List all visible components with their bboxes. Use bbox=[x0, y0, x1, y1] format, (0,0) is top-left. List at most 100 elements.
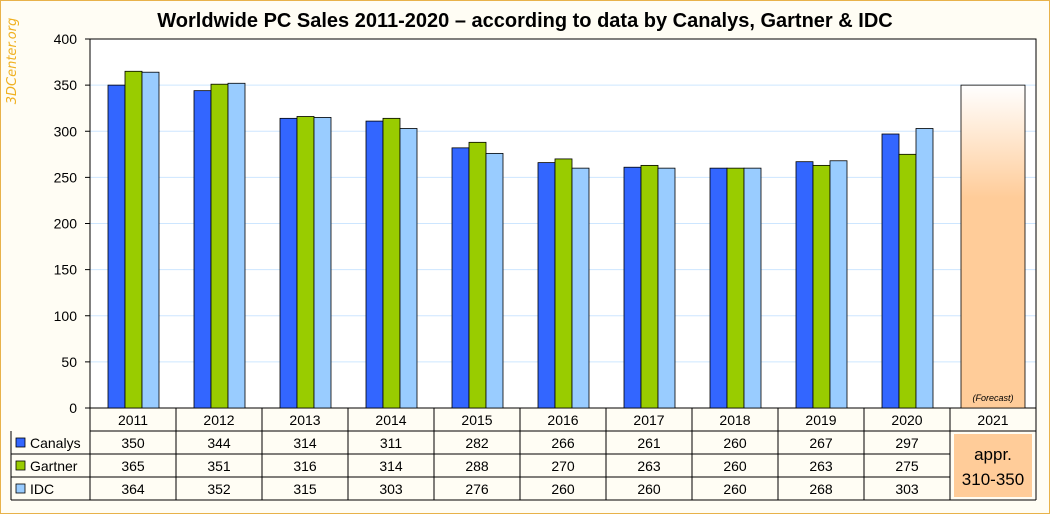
bar-gartner bbox=[296, 116, 315, 409]
data-label-idc: 276 bbox=[465, 481, 489, 497]
bar-gartner bbox=[726, 167, 745, 409]
data-label-canalys: 267 bbox=[809, 435, 833, 451]
data-label-idc: 352 bbox=[207, 481, 231, 497]
y-tick-label: 250 bbox=[54, 169, 78, 185]
data-label-canalys: 314 bbox=[293, 435, 317, 451]
bar-forecast bbox=[960, 84, 1026, 409]
data-label-canalys: 261 bbox=[637, 435, 661, 451]
bar-idc bbox=[399, 128, 418, 409]
data-label-gartner: 314 bbox=[379, 458, 403, 474]
y-tick-label: 0 bbox=[69, 400, 77, 416]
chart-notes: Canalys & IDC with Chromebooks, Gartner … bbox=[677, 43, 1035, 71]
watermark-text: 3DCenter.org bbox=[5, 17, 20, 105]
note-line-2: all numbers: million pieces sold bbox=[861, 57, 1035, 70]
data-label-canalys: 311 bbox=[380, 435, 403, 451]
data-label-canalys: 266 bbox=[551, 435, 575, 451]
bar-idc bbox=[141, 71, 160, 409]
bar-gartner bbox=[124, 70, 143, 409]
data-label-idc: 268 bbox=[809, 481, 833, 497]
x-tick-label: 2019 bbox=[805, 412, 836, 428]
bar-canalys bbox=[537, 162, 556, 409]
bar-idc bbox=[227, 82, 246, 409]
x-tick-label: 2020 bbox=[891, 412, 922, 428]
bar-gartner bbox=[812, 164, 831, 409]
legend-swatch-gartner bbox=[15, 460, 26, 471]
x-tick-label: 2011 bbox=[118, 412, 148, 428]
x-tick-label: 2017 bbox=[633, 412, 664, 428]
y-tick-label: 350 bbox=[54, 77, 78, 93]
forecast-cell-text: 310-350 bbox=[962, 470, 1024, 489]
bar-canalys bbox=[193, 90, 212, 409]
forecast-cell-text: appr. bbox=[974, 445, 1012, 464]
data-label-gartner: 365 bbox=[121, 458, 145, 474]
bar-idc bbox=[313, 117, 332, 409]
y-tick-label: 150 bbox=[54, 262, 78, 278]
data-label-canalys: 282 bbox=[465, 435, 489, 451]
data-label-idc: 303 bbox=[379, 481, 403, 497]
legend-label-canalys: Canalys bbox=[30, 435, 81, 451]
data-label-canalys: 350 bbox=[121, 435, 145, 451]
data-label-idc: 260 bbox=[723, 481, 747, 497]
data-label-gartner: 275 bbox=[895, 458, 919, 474]
legend-label-gartner: Gartner bbox=[30, 458, 78, 474]
y-tick-label: 100 bbox=[54, 308, 78, 324]
data-label-idc: 315 bbox=[293, 481, 317, 497]
bar-idc bbox=[485, 152, 504, 409]
data-label-gartner: 288 bbox=[465, 458, 489, 474]
data-label-gartner: 263 bbox=[637, 458, 661, 474]
bar-canalys bbox=[623, 166, 642, 409]
bar-gartner bbox=[898, 153, 917, 409]
bar-idc bbox=[743, 167, 762, 409]
plot-area bbox=[90, 39, 1036, 408]
bar-gartner bbox=[210, 83, 229, 409]
data-label-canalys: 344 bbox=[207, 435, 231, 451]
data-label-canalys: 297 bbox=[895, 435, 919, 451]
y-tick-label: 50 bbox=[61, 354, 77, 370]
x-tick-label: 2014 bbox=[375, 412, 406, 428]
bar-idc bbox=[571, 167, 590, 409]
x-tick-label: 2015 bbox=[461, 412, 492, 428]
data-label-gartner: 270 bbox=[551, 458, 575, 474]
note-line-1: Canalys & IDC with Chromebooks, Gartner … bbox=[677, 43, 1035, 56]
bar-canalys bbox=[795, 161, 814, 409]
y-tick-label: 300 bbox=[54, 123, 78, 139]
data-label-gartner: 260 bbox=[723, 458, 747, 474]
x-tick-label: 2012 bbox=[203, 412, 234, 428]
bar-canalys bbox=[107, 84, 126, 409]
legend-swatch-canalys bbox=[15, 437, 26, 448]
bar-gartner bbox=[640, 164, 659, 409]
data-label-idc: 260 bbox=[551, 481, 575, 497]
y-tick-label: 200 bbox=[54, 216, 78, 232]
x-tick-label: 2021 bbox=[977, 412, 1008, 428]
data-label-gartner: 316 bbox=[293, 458, 317, 474]
data-label-gartner: 351 bbox=[207, 458, 231, 474]
data-label-canalys: 260 bbox=[723, 435, 747, 451]
bar-gartner bbox=[382, 117, 401, 409]
x-tick-label: 2013 bbox=[289, 412, 320, 428]
legend-swatch-idc bbox=[15, 483, 26, 494]
bar-gartner bbox=[554, 158, 573, 409]
bar-idc bbox=[829, 160, 848, 409]
bar-canalys bbox=[709, 167, 728, 409]
bar-canalys bbox=[279, 117, 298, 409]
bar-canalys bbox=[881, 133, 900, 409]
data-label-idc: 303 bbox=[895, 481, 919, 497]
data-label-idc: 260 bbox=[637, 481, 661, 497]
plot-border bbox=[89, 38, 1037, 409]
data-label-gartner: 263 bbox=[809, 458, 833, 474]
legend-label-idc: IDC bbox=[30, 481, 54, 497]
chart-title: Worldwide PC Sales 2011-2020 – according… bbox=[157, 10, 893, 32]
data-label-idc: 364 bbox=[121, 481, 145, 497]
bar-gartner bbox=[468, 141, 487, 409]
bar-idc bbox=[657, 167, 676, 409]
forecast-label: (Forecast) bbox=[972, 393, 1013, 403]
x-tick-label: 2016 bbox=[547, 412, 578, 428]
y-tick-label: 400 bbox=[54, 31, 78, 47]
bar-idc bbox=[915, 128, 934, 409]
bar-canalys bbox=[365, 120, 384, 409]
forecast-cell bbox=[954, 434, 1032, 497]
bar-canalys bbox=[451, 147, 470, 409]
x-tick-label: 2018 bbox=[719, 412, 750, 428]
